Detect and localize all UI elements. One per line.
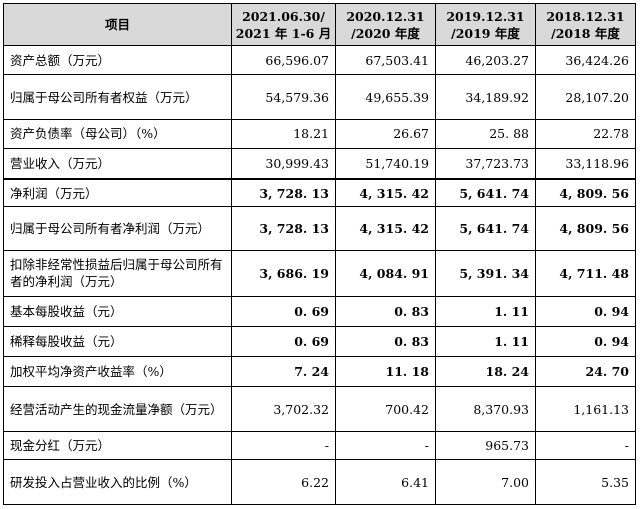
cell-value: 5.35	[535, 459, 636, 505]
header-col-2020-line1: 2020.12.31	[346, 8, 425, 24]
cell-value: 1,161.13	[535, 386, 636, 433]
cell-value: 4, 315. 42	[335, 206, 436, 251]
cell-value: 30,999.43	[231, 148, 336, 180]
cell-value: 54,579.36	[231, 74, 336, 120]
header-col-2019-line2: /2019 年度	[451, 25, 520, 41]
cell-value: 3,702.32	[231, 386, 336, 433]
cell-value: 4, 315. 42	[335, 177, 436, 208]
row-label: 净利润（万元）	[3, 177, 232, 208]
cell-value: -	[335, 431, 436, 461]
row-label: 稀释每股收益（元）	[3, 325, 232, 358]
table-row: 净利润（万元） 3, 728. 13 4, 315. 42 5, 641. 74…	[3, 177, 636, 208]
header-col-2018-line2: /2018 年度	[551, 25, 620, 41]
header-row: 项目 2021.06.30/ 2021 年 1-6 月 2020.12.31 /…	[3, 3, 636, 46]
header-col-2019: 2019.12.31 /2019 年度	[435, 3, 536, 46]
cell-value: 46,203.27	[435, 44, 536, 76]
cell-value: 49,655.39	[335, 74, 436, 120]
row-label: 归属于母公司所有者净利润（万元）	[3, 206, 232, 251]
cell-value: 66,596.07	[231, 44, 336, 76]
table-row: 稀释每股收益（元） 0. 69 0. 83 1. 11 0. 94	[3, 325, 636, 358]
cell-value: 1. 11	[435, 325, 536, 358]
cell-value: 7. 24	[231, 356, 336, 388]
cell-value: 4, 809. 56	[535, 177, 636, 208]
cell-value: 6.22	[231, 459, 336, 505]
cell-value: 33,118.96	[535, 148, 636, 180]
row-label: 基本每股收益（元）	[3, 295, 232, 327]
header-col-2020: 2020.12.31 /2020 年度	[335, 3, 436, 46]
table-row: 研发投入占营业收入的比例（%） 6.22 6.41 7.00 5.35	[3, 459, 636, 505]
row-label: 资产总额（万元）	[3, 44, 232, 76]
cell-value: 0. 94	[535, 325, 636, 358]
header-col-2021h1-line2: 2021 年 1-6 月	[235, 25, 332, 41]
cell-value: 25. 88	[435, 118, 536, 150]
cell-value: 28,107.20	[535, 74, 636, 120]
table-row: 归属于母公司所有者净利润（万元） 3, 728. 13 4, 315. 42 5…	[3, 206, 636, 251]
row-label: 加权平均净资产收益率（%）	[3, 356, 232, 388]
cell-value: 5, 641. 74	[435, 206, 536, 251]
cell-value: 6.41	[335, 459, 436, 505]
header-col-2018: 2018.12.31 /2018 年度	[535, 3, 636, 46]
cell-value: 24. 70	[535, 356, 636, 388]
cell-value: 8,370.93	[435, 386, 536, 433]
header-col-2020-line2: /2020 年度	[351, 25, 420, 41]
table-row: 归属于母公司所有者权益（万元） 54,579.36 49,655.39 34,1…	[3, 74, 636, 120]
row-label: 营业收入（万元）	[3, 148, 232, 180]
cell-value: 36,424.26	[535, 44, 636, 76]
cell-value: 37,723.73	[435, 148, 536, 180]
cell-value: 0. 94	[535, 295, 636, 327]
cell-value: 26.67	[335, 118, 436, 150]
cell-value: 4, 809. 56	[535, 206, 636, 251]
table-row: 资产负债率（母公司）（%） 18.21 26.67 25. 88 22.78	[3, 118, 636, 150]
cell-value: 22.78	[535, 118, 636, 150]
cell-value: 1. 11	[435, 295, 536, 327]
cell-value: 3, 728. 13	[231, 177, 336, 208]
cell-value: 0. 69	[231, 295, 336, 327]
cell-value: 51,740.19	[335, 148, 436, 180]
cell-value: 4, 084. 91	[335, 250, 436, 297]
cell-value: 3, 728. 13	[231, 206, 336, 251]
cell-value: 4, 711. 48	[535, 250, 636, 297]
row-label: 现金分红（万元）	[3, 431, 232, 461]
cell-value: 5, 641. 74	[435, 177, 536, 208]
cell-value: 18. 24	[435, 356, 536, 388]
table-row: 经营活动产生的现金流量净额（万元） 3,702.32 700.42 8,370.…	[3, 386, 636, 433]
cell-value: 965.73	[435, 431, 536, 461]
row-label: 扣除非经常性损益后归属于母公司所有者的净利润（万元）	[3, 250, 232, 297]
table-row: 现金分红（万元） - - 965.73 -	[3, 431, 636, 461]
table-row: 加权平均净资产收益率（%） 7. 24 11. 18 18. 24 24. 70	[3, 356, 636, 388]
cell-value: -	[231, 431, 336, 461]
row-label: 研发投入占营业收入的比例（%）	[3, 459, 232, 505]
cell-value: 3, 686. 19	[231, 250, 336, 297]
table-row: 基本每股收益（元） 0. 69 0. 83 1. 11 0. 94	[3, 295, 636, 327]
table-row: 营业收入（万元） 30,999.43 51,740.19 37,723.73 3…	[3, 148, 636, 180]
header-col-2018-line1: 2018.12.31	[546, 8, 625, 24]
header-col-2021h1-line1: 2021.06.30/	[242, 8, 325, 24]
cell-value: -	[535, 431, 636, 461]
cell-value: 34,189.92	[435, 74, 536, 120]
cell-value: 0. 83	[335, 325, 436, 358]
row-label: 资产负债率（母公司）（%）	[3, 118, 232, 150]
header-col-2019-line1: 2019.12.31	[446, 8, 525, 24]
cell-value: 0. 83	[335, 295, 436, 327]
table-row: 资产总额（万元） 66,596.07 67,503.41 46,203.27 3…	[3, 44, 636, 76]
cell-value: 0. 69	[231, 325, 336, 358]
row-label: 归属于母公司所有者权益（万元）	[3, 74, 232, 120]
table-row: 扣除非经常性损益后归属于母公司所有者的净利润（万元） 3, 686. 19 4,…	[3, 250, 636, 297]
cell-value: 700.42	[335, 386, 436, 433]
cell-value: 67,503.41	[335, 44, 436, 76]
cell-value: 18.21	[231, 118, 336, 150]
row-label: 经营活动产生的现金流量净额（万元）	[3, 386, 232, 433]
financial-table: 项目 2021.06.30/ 2021 年 1-6 月 2020.12.31 /…	[3, 3, 636, 505]
cell-value: 11. 18	[335, 356, 436, 388]
cell-value: 7.00	[435, 459, 536, 505]
header-col-2021h1: 2021.06.30/ 2021 年 1-6 月	[231, 3, 336, 46]
cell-value: 5, 391. 34	[435, 250, 536, 297]
header-item: 项目	[3, 3, 232, 46]
